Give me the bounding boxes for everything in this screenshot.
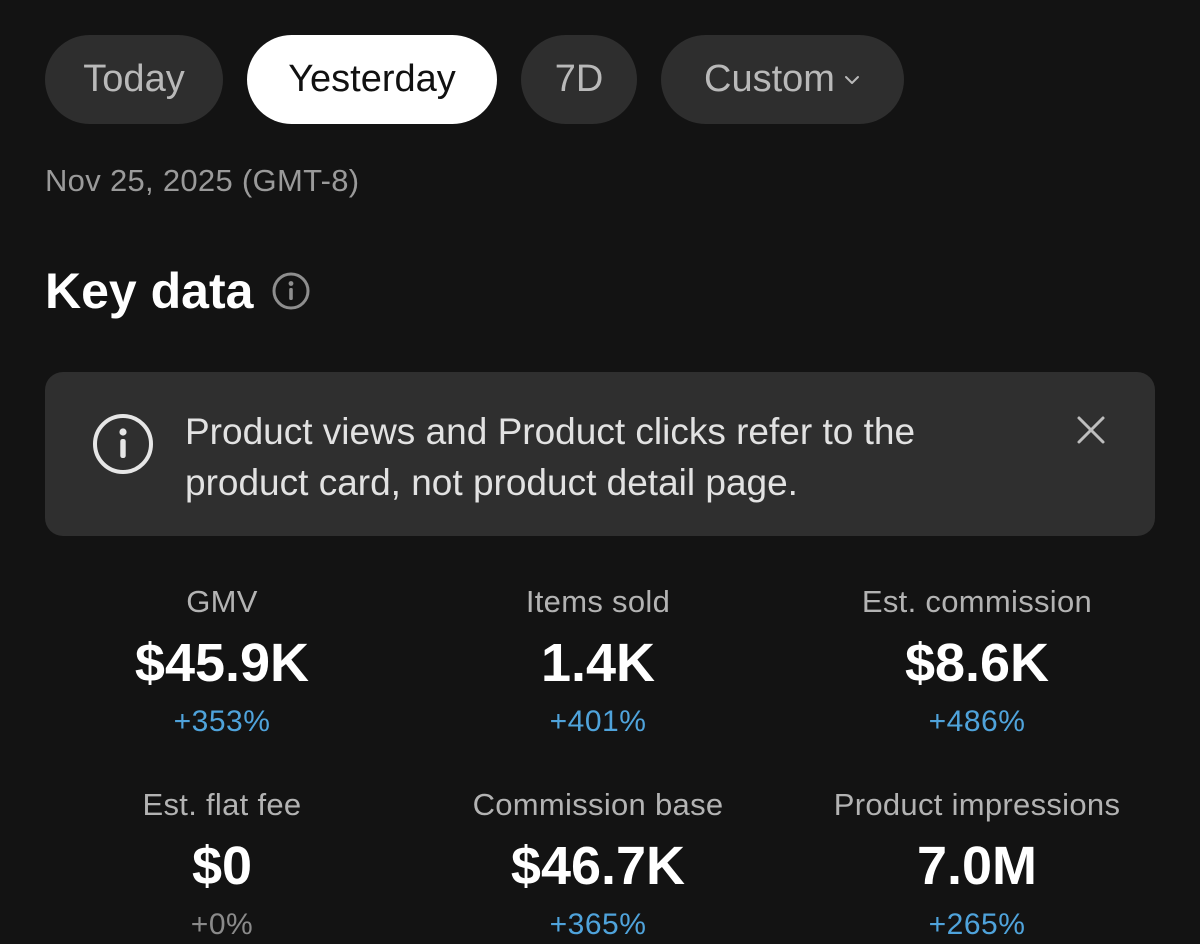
metric-product-impressions[interactable]: Product impressions 7.0M +265%	[797, 785, 1157, 944]
chip-7d[interactable]: 7D	[521, 35, 637, 124]
chip-custom[interactable]: Custom	[661, 35, 904, 124]
section-title: Key data	[45, 263, 254, 319]
metric-label: GMV	[186, 584, 258, 619]
chevron-down-icon	[844, 75, 859, 84]
chip-7d-label: 7D	[554, 58, 604, 100]
metric-est-commission[interactable]: Est. commission $8.6K +486%	[797, 582, 1157, 742]
metric-label: Est. flat fee	[142, 787, 302, 822]
metric-commission-base[interactable]: Commission base $46.7K +365%	[418, 785, 778, 944]
metric-label: Product impressions	[833, 787, 1121, 822]
info-circle-icon[interactable]	[271, 271, 311, 311]
notice-line-2: product card, not product detail page.	[185, 462, 798, 503]
chip-today-label: Today	[83, 58, 185, 100]
metric-change: +401%	[549, 705, 647, 738]
notice-line-1: Product views and Product clicks refer t…	[185, 411, 916, 452]
metric-value: 7.0M	[916, 836, 1038, 896]
metric-items-sold[interactable]: Items sold 1.4K +401%	[418, 582, 778, 742]
metric-change: +0%	[190, 908, 254, 941]
metric-label: Commission base	[472, 787, 724, 822]
chip-custom-label: Custom	[704, 58, 835, 100]
close-icon[interactable]	[1071, 410, 1111, 450]
metric-value: $46.7K	[510, 836, 686, 896]
chip-yesterday[interactable]: Yesterday	[247, 35, 497, 124]
metric-value: 1.4K	[540, 633, 656, 693]
chip-yesterday-label: Yesterday	[288, 58, 456, 100]
notice-message: Product views and Product clicks refer t…	[185, 406, 1045, 508]
metric-change: +353%	[173, 705, 271, 738]
info-circle-icon	[93, 414, 153, 474]
metric-change: +365%	[549, 908, 647, 941]
metric-label: Est. commission	[861, 584, 1093, 619]
date-label: Nov 25, 2025 (GMT-8)	[45, 163, 360, 198]
metric-label: Items sold	[525, 584, 671, 619]
metric-change: +265%	[928, 908, 1026, 941]
metric-value: $8.6K	[904, 633, 1050, 693]
metric-value: $45.9K	[134, 633, 310, 693]
chip-today[interactable]: Today	[45, 35, 223, 124]
section-header: Key data	[45, 262, 311, 320]
notice-banner: Product views and Product clicks refer t…	[45, 372, 1155, 536]
metric-change: +486%	[928, 705, 1026, 738]
metric-est-flat-fee[interactable]: Est. flat fee $0 +0%	[42, 785, 402, 944]
date-range-selector: Today Yesterday 7D Custom	[45, 35, 904, 124]
metric-gmv[interactable]: GMV $45.9K +353%	[42, 582, 402, 742]
metric-value: $0	[191, 836, 253, 896]
